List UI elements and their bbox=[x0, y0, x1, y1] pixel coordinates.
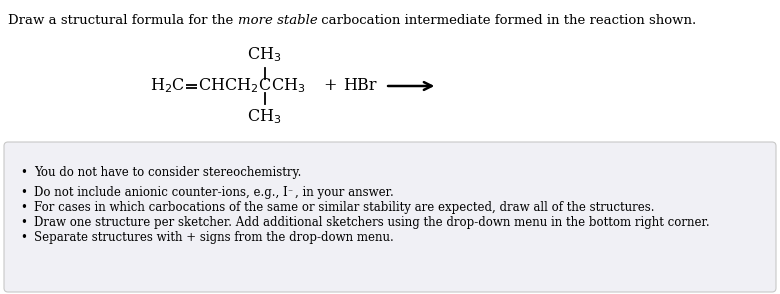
FancyBboxPatch shape bbox=[4, 142, 776, 292]
Text: •: • bbox=[20, 216, 27, 229]
Text: CH$_3$: CH$_3$ bbox=[247, 108, 282, 126]
Text: CH$_3$: CH$_3$ bbox=[271, 77, 305, 95]
Text: carbocation intermediate formed in the reaction shown.: carbocation intermediate formed in the r… bbox=[317, 14, 697, 27]
Text: HBr: HBr bbox=[343, 78, 377, 94]
Text: +: + bbox=[323, 78, 337, 94]
Text: C: C bbox=[258, 78, 271, 94]
Text: •: • bbox=[20, 201, 27, 214]
Text: Separate structures with + signs from the drop-down menu.: Separate structures with + signs from th… bbox=[34, 231, 394, 244]
Text: Draw one structure per sketcher. Add additional sketchers using the drop-down me: Draw one structure per sketcher. Add add… bbox=[34, 216, 710, 229]
Text: Draw a structural formula for the: Draw a structural formula for the bbox=[8, 14, 237, 27]
Text: more stable: more stable bbox=[237, 14, 317, 27]
Text: CH$_3$: CH$_3$ bbox=[247, 46, 282, 64]
Text: •: • bbox=[20, 186, 27, 199]
Text: Do not include anionic counter-ions, e.g., I: Do not include anionic counter-ions, e.g… bbox=[34, 186, 288, 199]
Text: , in your answer.: , in your answer. bbox=[295, 186, 393, 199]
Text: •: • bbox=[20, 231, 27, 244]
Text: CHCH$_2$: CHCH$_2$ bbox=[198, 77, 258, 95]
Text: H$_2$C: H$_2$C bbox=[150, 77, 185, 95]
Text: •: • bbox=[20, 166, 27, 179]
Text: You do not have to consider stereochemistry.: You do not have to consider stereochemis… bbox=[34, 166, 301, 179]
Text: ⁻: ⁻ bbox=[288, 188, 292, 197]
Text: For cases in which carbocations of the same or similar stability are expected, d: For cases in which carbocations of the s… bbox=[34, 201, 654, 214]
